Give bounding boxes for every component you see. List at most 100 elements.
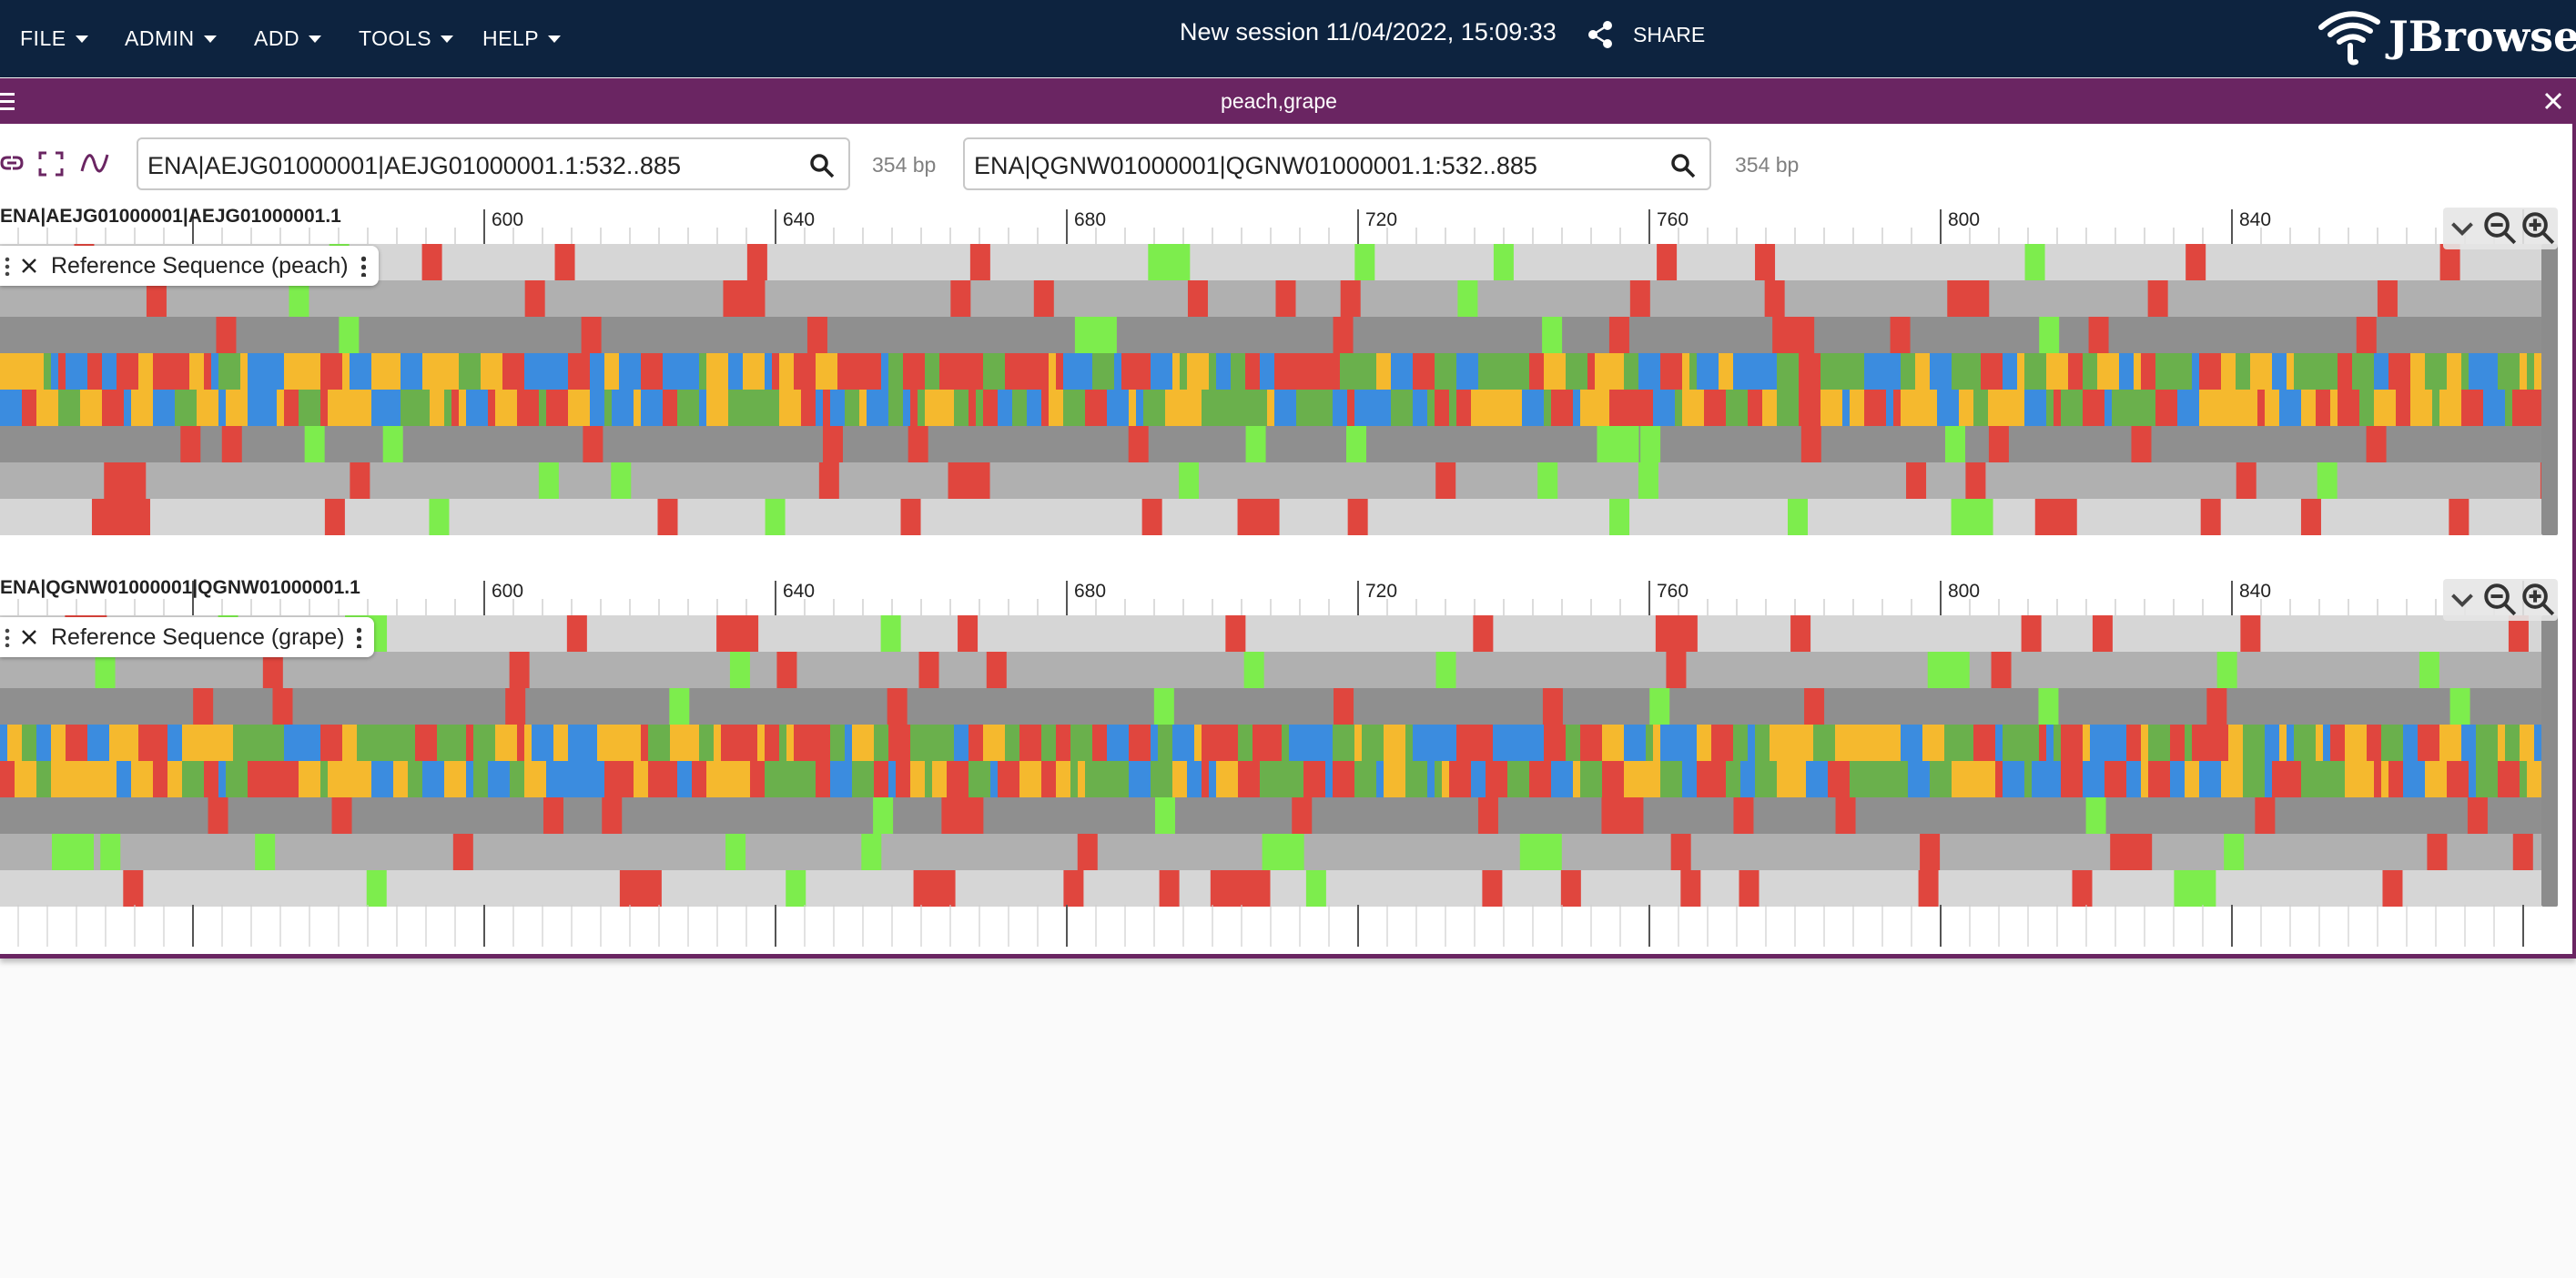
top-view-controls (2443, 208, 2558, 249)
view-menu-icon[interactable] (0, 93, 15, 110)
start-codon (339, 317, 360, 353)
top-vertical-scrollbar[interactable] (2541, 244, 2558, 535)
drag-handle-icon[interactable] (4, 256, 11, 276)
bottom-ruler: 600640680720760800840880 ENA|QGNW0100000… (0, 577, 2562, 615)
stop-codon (716, 615, 759, 652)
stop-codon (1128, 426, 1149, 462)
top-location-input[interactable] (146, 147, 786, 185)
drag-handle-icon[interactable] (4, 627, 11, 647)
start-codon (873, 797, 894, 834)
menu-tools[interactable]: TOOLS (359, 0, 454, 77)
start-codon (1944, 426, 1965, 462)
stop-codon (1601, 797, 1644, 834)
stop-codon (2508, 615, 2529, 652)
start-codon (1153, 688, 1174, 725)
stop-codon (1890, 317, 1911, 353)
share-button[interactable]: SHARE (1587, 18, 1705, 51)
stop-codon (986, 652, 1007, 688)
ruler-ticks: 600640680720760800840880 (17, 209, 2562, 244)
menu-help[interactable]: HELP (482, 0, 562, 77)
stop-codon (1655, 615, 1698, 652)
start-codon (52, 834, 95, 870)
stop-codon (1159, 870, 1180, 907)
start-codon (1597, 426, 1639, 462)
stop-codon (2356, 317, 2377, 353)
stop-codon (1542, 688, 1563, 725)
track-menu-icon[interactable] (357, 626, 362, 648)
session-title[interactable]: New session 11/04/2022, 15:09:33 (1180, 18, 1557, 46)
close-track-icon[interactable] (20, 257, 38, 275)
stop-codon (123, 870, 144, 907)
top-location-box[interactable] (137, 137, 850, 190)
view-title[interactable]: peach,grape (1221, 89, 1337, 113)
stop-codon (2236, 462, 2257, 499)
stop-codon (1906, 462, 1927, 499)
link-views-icon[interactable] (0, 151, 24, 175)
chevron-down-icon[interactable] (2443, 209, 2481, 248)
zoom-out-icon[interactable] (2481, 581, 2520, 619)
stop-codon (331, 797, 352, 834)
curve-icon[interactable] (80, 149, 109, 178)
fullscreen-icon[interactable] (38, 151, 64, 177)
start-codon (1537, 462, 1558, 499)
menu-admin-label: ADMIN (125, 26, 195, 50)
stop-codon (524, 280, 545, 317)
track-label-peach: Reference Sequence (peach) (0, 246, 379, 286)
bottom-location-box[interactable] (963, 137, 1711, 190)
stop-codon (1187, 280, 1208, 317)
stop-codon (1920, 834, 1941, 870)
track-grape: Reference Sequence (grape) (0, 615, 2556, 907)
stop-codon (1666, 652, 1687, 688)
start-codon (1245, 426, 1266, 462)
track-label-grape: Reference Sequence (grape) (0, 617, 375, 657)
start-codon (2419, 652, 2439, 688)
stop-codon (2088, 317, 2109, 353)
menu-file[interactable]: FILE (20, 0, 88, 77)
stop-codon (941, 797, 984, 834)
stop-codon (2439, 244, 2460, 280)
stop-codon (1608, 317, 1629, 353)
menu-add[interactable]: ADD (254, 0, 322, 77)
zoom-in-icon[interactable] (2520, 581, 2558, 619)
bottom-vertical-scrollbar[interactable] (2541, 615, 2558, 907)
zoom-out-icon[interactable] (2481, 209, 2520, 248)
menu-admin[interactable]: ADMIN (125, 0, 217, 77)
track-menu-icon[interactable] (360, 255, 366, 277)
start-codon (1074, 317, 1117, 353)
start-codon (1927, 652, 1970, 688)
stop-codon (1063, 870, 1084, 907)
bottom-location-input[interactable] (972, 147, 1613, 185)
search-icon[interactable] (1669, 152, 1697, 179)
stop-codon (1790, 615, 1811, 652)
start-codon (729, 652, 750, 688)
stop-codon (2240, 615, 2261, 652)
close-track-icon[interactable] (20, 628, 38, 646)
ruler-tick-label: 720 (1365, 209, 1397, 230)
menu-help-label: HELP (482, 26, 540, 50)
start-codon (765, 499, 786, 535)
stop-codon (1340, 280, 1361, 317)
zoom-in-icon[interactable] (2520, 209, 2558, 248)
menu-tools-label: TOOLS (359, 26, 432, 50)
chevron-down-icon (309, 35, 322, 43)
start-codon (1305, 870, 1326, 907)
stop-codon (2467, 797, 2488, 834)
stop-codon (1657, 244, 1678, 280)
close-view-icon[interactable] (2540, 87, 2567, 115)
stop-codon (657, 499, 678, 535)
ruler-tick-label: 800 (1948, 581, 1980, 602)
stop-codon (950, 280, 971, 317)
stop-codon (822, 426, 843, 462)
chevron-down-icon[interactable] (2443, 581, 2481, 619)
stop-codon (1670, 834, 1691, 870)
stop-codon (918, 652, 939, 688)
start-codon (366, 870, 387, 907)
stop-codon (1739, 870, 1760, 907)
search-icon[interactable] (808, 152, 836, 179)
stop-codon (566, 615, 587, 652)
stop-codon (1835, 797, 1856, 834)
stop-codon (1473, 615, 1494, 652)
stop-codon (1033, 280, 1054, 317)
stop-codon (1764, 280, 1785, 317)
start-codon (429, 499, 450, 535)
